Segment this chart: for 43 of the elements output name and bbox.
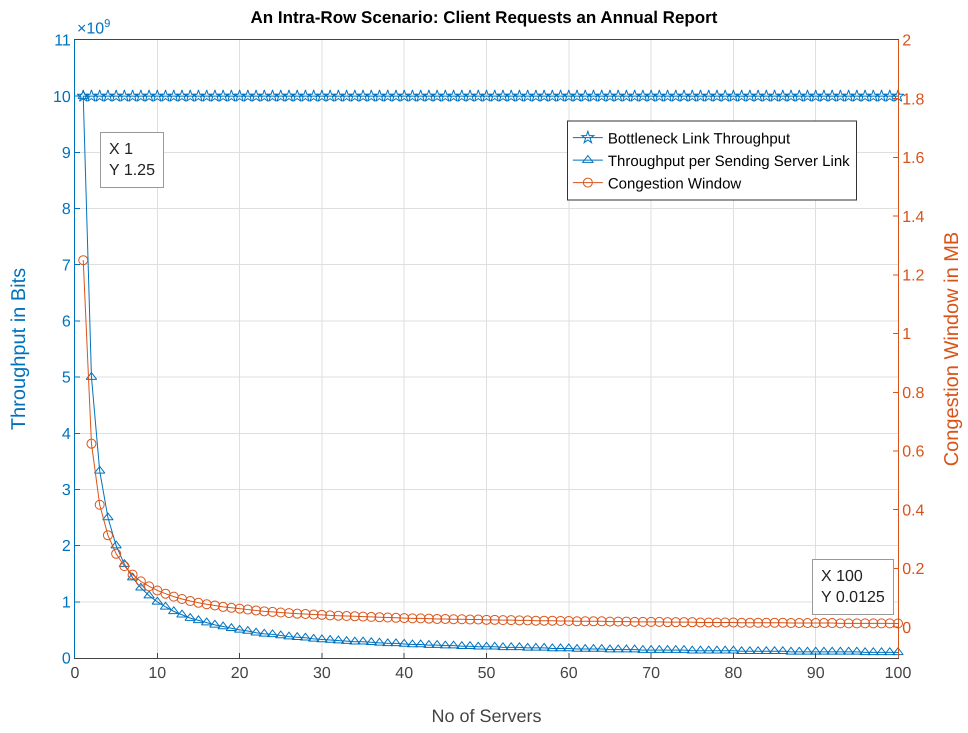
y2-tick-label: 1.8 [902,91,925,108]
x-tick-label: 100 [884,665,912,682]
y2-tick-label: 1 [902,326,912,344]
legend-label: Bottleneck Link Throughput [608,130,792,148]
y2-tick-label: 0.6 [902,444,925,461]
x-tick-label: 30 [313,665,331,682]
x-tick-label: 40 [395,665,414,682]
x-tick-label: 50 [478,665,496,682]
y-axis-title: Throughput in Bits [8,268,30,430]
legend-label: Throughput per Sending Server Link [608,152,850,170]
y-tick-label: 7 [62,257,71,274]
x-axis-title: No of Servers [431,706,542,726]
y-tick-label: 5 [62,370,71,387]
y2-tick-label: 1.4 [902,208,925,226]
y-tick-label: 11 [54,32,71,50]
y-tick-label: 9 [62,144,71,162]
y-tick-label: 2 [62,538,71,556]
y2-tick-label: 2 [902,32,912,50]
x-tick-label: 70 [642,665,660,682]
y-tick-label: 1 [62,594,71,612]
x-tick-label: 20 [230,665,249,682]
annotation: X 100 Y 0.0125 [821,568,885,606]
y2-axis-title: Congestion Window in MB [941,232,963,466]
y2-tick-label: 0 [902,620,912,637]
y-tick-label: 10 [53,88,71,106]
y-tick-label: 8 [62,201,71,218]
x-tick-label: 10 [148,665,166,682]
y-tick-label: 0 [62,650,71,668]
legend-label: Congestion Window [608,175,742,192]
chart-title: An Intra-Row Scenario: Client Requests an Annual Report [250,8,718,27]
y2-tick-label: 0.8 [902,384,925,402]
y-tick-label: 3 [62,482,71,500]
text: ×10$^{9}$ [77,18,110,38]
annotation: X 1 Y 1.25 [109,141,156,179]
x-tick-label: 80 [724,665,742,682]
y-tick-label: 6 [62,314,71,331]
y2-tick-label: 1.2 [902,267,925,284]
y2-tick-label: 1.6 [902,150,925,168]
x-tick-label: 90 [806,665,825,682]
x-tick-label: 60 [560,665,578,682]
y2-tick-label: 0.4 [902,502,925,520]
y-tick-label: 4 [62,426,71,443]
y2-tick-label: 0.2 [902,561,925,578]
